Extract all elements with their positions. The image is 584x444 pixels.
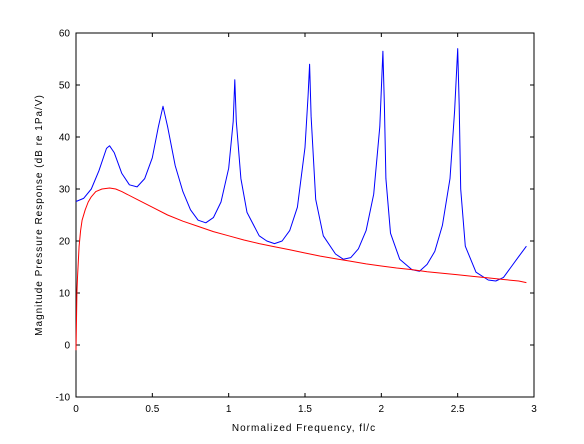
y-tick-label: 40 [59, 133, 71, 144]
y-tick-label: 60 [59, 29, 71, 40]
y-tick-label: 20 [59, 237, 71, 248]
y-axis-label: Magnitude Pressure Response (dB re 1Pa/V… [34, 94, 45, 336]
x-tick-label: 1 [226, 404, 232, 415]
x-axis-label: Normalized Frequency, fl/c [232, 423, 376, 434]
plot-frame [75, 32, 535, 398]
y-tick-label: -10 [56, 393, 71, 404]
series-line-red [75, 187, 527, 351]
x-tick-label: 2 [379, 404, 385, 415]
x-tick-label: 1.5 [298, 404, 312, 415]
x-tick-label: 0 [73, 404, 79, 415]
x-tick-label: 3 [531, 404, 537, 415]
y-tick-label: 0 [64, 341, 70, 352]
y-tick-label: 10 [59, 289, 71, 300]
y-tick-label: 50 [59, 81, 71, 92]
series-line-blue [75, 48, 527, 282]
y-tick-label: 30 [59, 185, 71, 196]
x-tick-label: 2.5 [451, 404, 465, 415]
x-tick-label: 0.5 [145, 404, 159, 415]
